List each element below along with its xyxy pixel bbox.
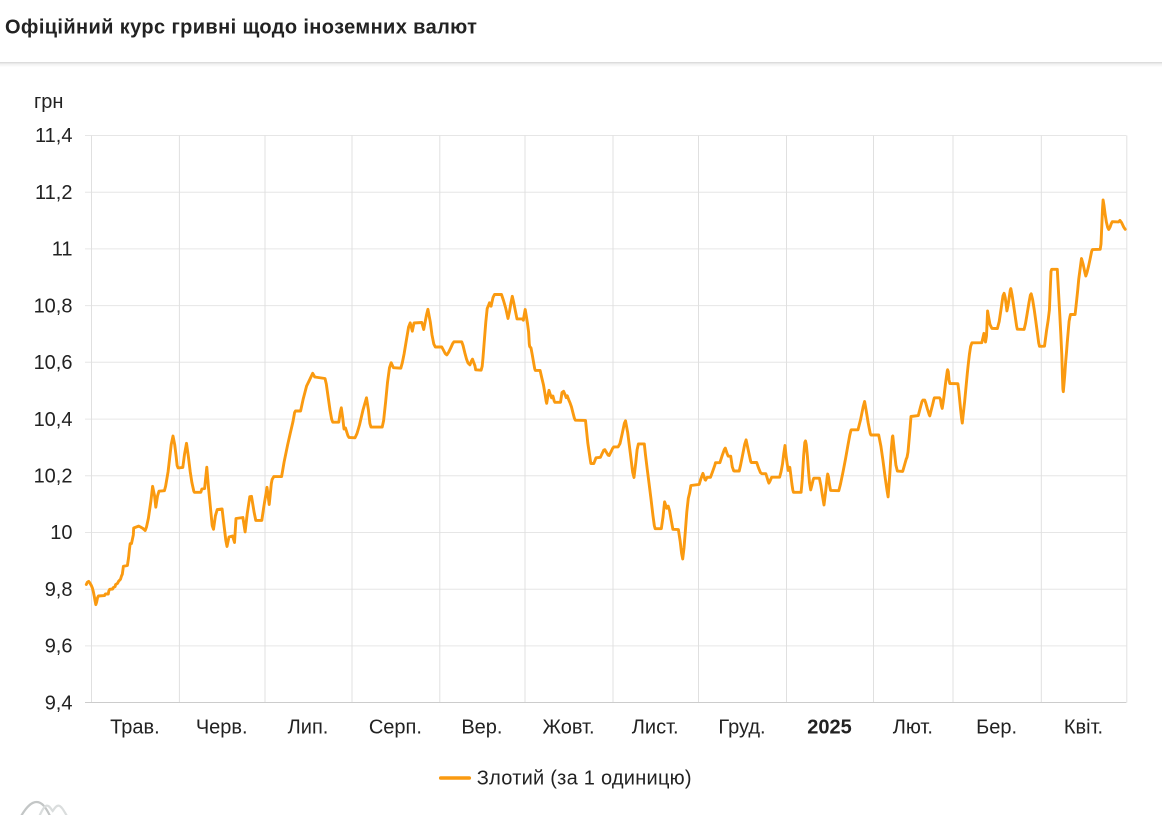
svg-text:11: 11 [52,239,73,261]
svg-text:9,4: 9,4 [45,692,73,714]
svg-text:9,8: 9,8 [45,579,73,601]
svg-text:10,2: 10,2 [34,466,73,488]
svg-text:Лип.: Лип. [288,717,329,739]
svg-text:10,6: 10,6 [34,352,73,374]
svg-text:Лист.: Лист. [632,717,679,739]
svg-text:Квіт.: Квіт. [1064,717,1103,739]
svg-text:Груд.: Груд. [718,717,765,739]
svg-text:Серп.: Серп. [369,717,422,739]
svg-text:11,2: 11,2 [35,182,72,204]
svg-text:Офіційний курс гривні щодо іно: Офіційний курс гривні щодо іноземних вал… [5,16,477,38]
svg-text:грн: грн [34,91,63,113]
svg-text:Трав.: Трав. [110,717,160,739]
svg-text:Жовт.: Жовт. [542,717,594,739]
svg-text:Злотий (за 1 одиницю): Злотий (за 1 одиницю) [477,768,692,790]
svg-text:Вер.: Вер. [461,717,502,739]
svg-text:Бер.: Бер. [976,717,1017,739]
svg-text:10: 10 [50,522,72,544]
svg-text:11,4: 11,4 [35,125,72,147]
svg-text:Лют.: Лют. [893,717,933,739]
svg-text:2025: 2025 [807,717,852,739]
svg-text:Черв.: Черв. [196,717,248,739]
svg-text:10,8: 10,8 [34,295,73,317]
svg-text:10,4: 10,4 [34,409,73,431]
svg-text:9,6: 9,6 [45,636,73,658]
